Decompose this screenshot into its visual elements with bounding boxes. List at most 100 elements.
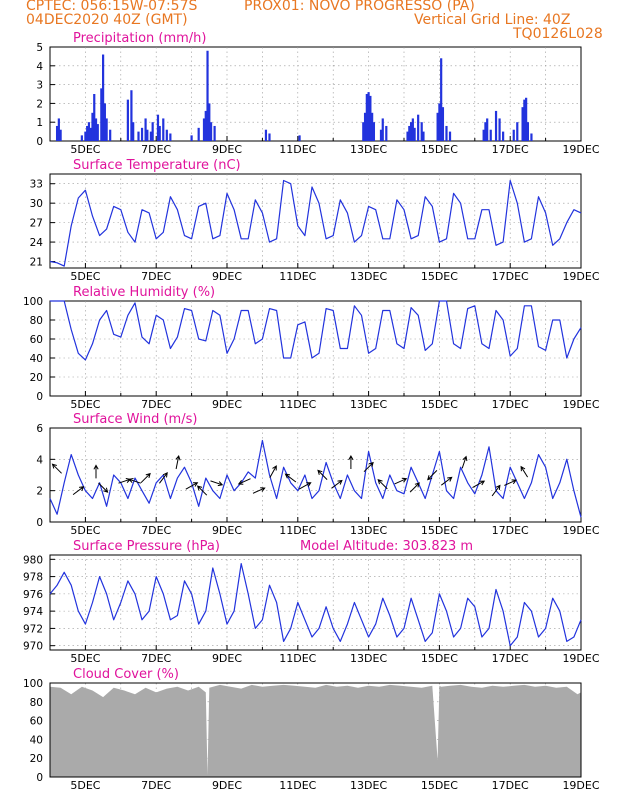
precipitation-bar [264, 129, 268, 141]
precipitation-bar [369, 95, 372, 141]
wind-direction-arrow [298, 482, 312, 490]
precipitation-ytick-label: 2 [36, 98, 43, 110]
pressure-xtick-label: 13DEC [350, 652, 387, 665]
humidity-ytick-label: 20 [30, 372, 43, 384]
header-date: 04DEC2020 40Z (GMT) [26, 12, 188, 28]
precipitation-bar [204, 110, 207, 141]
humidity-xtick-label: 11DEC [279, 398, 316, 411]
precipitation-bar [445, 125, 448, 141]
wind-direction-arrow [175, 454, 181, 470]
temperature-xtick-label: 5DEC [70, 270, 100, 283]
precipitation-bar [526, 122, 529, 141]
precipitation-bar [417, 114, 420, 141]
precipitation-bar [512, 129, 515, 141]
humidity-series-line [50, 300, 582, 361]
pressure-ytick-label: 970 [23, 641, 43, 653]
precipitation-bar [202, 118, 206, 141]
pressure-ytick-label: 972 [23, 623, 43, 635]
temperature-ytick-label: 33 [30, 179, 43, 191]
precipitation-bar [440, 58, 443, 141]
wind-direction-arrow [441, 476, 453, 486]
precipitation-bar [486, 118, 489, 141]
precipitation-bar [93, 94, 96, 141]
cloud-cover-panel: Cloud Cover (%) 5DEC 7DEC 9DEC 11DEC 13DEC 15D… [23, 667, 600, 792]
wind-direction-arrow [98, 482, 109, 493]
precipitation-bar [213, 125, 216, 141]
precipitation-bar [422, 131, 425, 141]
wind-frame [49, 427, 582, 523]
precipitation-bar [130, 90, 133, 141]
cloud-cover-ytick-label: 80 [30, 697, 43, 709]
temperature-xtick-label: 15DEC [421, 270, 458, 283]
temperature-panel: Surface Temperature (nC) 5DEC 7DEC 9DEC 11DE… [30, 158, 600, 283]
precipitation-bar [146, 129, 149, 141]
temperature-xtick-label: 7DEC [141, 270, 171, 283]
precipitation-bar [132, 122, 135, 141]
humidity-xtick-label: 15DEC [421, 398, 458, 411]
precipitation-bar [59, 129, 62, 141]
cloud-cover-frame-top [49, 682, 582, 778]
temperature-xtick-label: 17DEC [492, 270, 529, 283]
wind-direction-arrow [51, 463, 62, 474]
wind-direction-arrow [93, 464, 99, 479]
precipitation-xtick-label: 15DEC [421, 143, 458, 156]
precipitation-bar [165, 129, 168, 141]
precipitation-bar [381, 118, 384, 141]
precipitation-bar [367, 92, 370, 141]
humidity-ytick-label: 40 [30, 353, 43, 365]
pressure-title: Surface Pressure (hPa) [73, 539, 220, 554]
wind-direction-arrow [252, 487, 266, 494]
precipitation-bar [55, 125, 59, 141]
cloud-cover-title: Cloud Cover (%) [73, 667, 179, 682]
cloud-cover-ytick-label: 60 [30, 716, 43, 728]
precipitation-bar [84, 131, 87, 141]
precipitation-bar [190, 135, 193, 141]
humidity-xtick-label: 9DEC [212, 398, 242, 411]
pressure-ytick-label: 976 [23, 589, 43, 601]
precipitation-xtick-label: 7DEC [141, 143, 171, 156]
precipitation-bar [438, 103, 441, 141]
wind-direction-arrow [269, 465, 277, 478]
precipitation-bar [498, 118, 501, 141]
humidity-title: Relative Humidity (%) [73, 285, 215, 300]
precipitation-bar [209, 122, 213, 141]
precipitation-bar [80, 135, 83, 141]
wind-direction-arrow [185, 482, 199, 490]
precipitation-bar [197, 127, 200, 141]
precipitation-xtick-label: 17DEC [492, 143, 529, 156]
cloud-cover-xtick-label: 9DEC [212, 779, 242, 792]
precipitation-bar [489, 129, 492, 141]
precipitation-bar [363, 112, 367, 141]
precipitation-bar [523, 99, 526, 141]
precipitation-bar [525, 97, 528, 141]
precipitation-bar [441, 107, 445, 141]
precipitation-xtick-label: 19DEC [562, 143, 599, 156]
cloud-cover-xtick-label: 5DEC [70, 779, 100, 792]
precipitation-bar [57, 118, 60, 141]
precipitation-bar [206, 50, 209, 142]
humidity-xtick-label: 17DEC [492, 398, 529, 411]
cloud-cover-area [50, 684, 581, 777]
precipitation-bar [385, 125, 388, 141]
wind-direction-arrow [140, 472, 151, 484]
precipitation-bar [482, 129, 485, 141]
temperature-xtick-label: 13DEC [350, 270, 387, 283]
humidity-xtick-label: 7DEC [141, 398, 171, 411]
cloud-cover-xtick-label: 17DEC [492, 779, 529, 792]
precipitation-bar [530, 133, 533, 141]
wind-xtick-label: 15DEC [421, 524, 458, 537]
pressure-panel: Surface Pressure (hPa) Model Altitude: 30… [23, 539, 600, 665]
temperature-xtick-label: 19DEC [562, 270, 599, 283]
precipitation-bar [521, 107, 524, 141]
precipitation-bar [448, 131, 452, 141]
header-location: CPTEC: 056:15W-07:57S [26, 0, 198, 14]
pressure-xtick-label: 7DEC [141, 652, 171, 665]
wind-xtick-label: 17DEC [492, 524, 529, 537]
precipitation-bar [362, 122, 365, 141]
precipitation-bar [151, 122, 154, 141]
humidity-frame [49, 300, 582, 397]
wind-ytick-label: 4 [36, 454, 43, 466]
wind-direction-arrow [377, 479, 388, 490]
wind-direction-arrow [210, 480, 224, 487]
pressure-ytick-label: 978 [23, 572, 43, 584]
